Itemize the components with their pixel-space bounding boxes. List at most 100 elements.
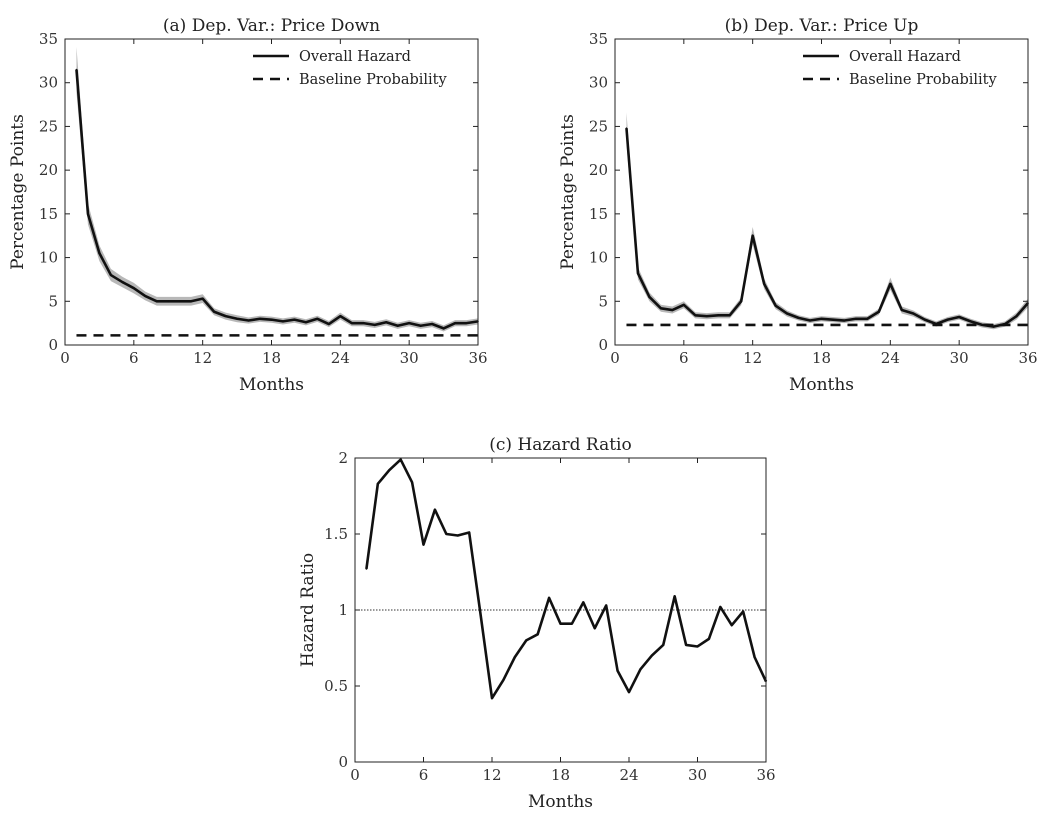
data-point: [422, 543, 425, 546]
y-tick-label: 0.5: [324, 677, 348, 695]
data-point: [637, 272, 639, 275]
y-tick-label: 30: [39, 74, 58, 92]
y-tick-label: 20: [589, 161, 608, 179]
chart-c: 0 6 12 18 24 30 36 0 0.5 1 1.5 2 (c) Hazard Ratio Mon…: [298, 435, 776, 812]
data-point: [468, 531, 470, 534]
data-point: [408, 322, 410, 324]
legend: Overall Hazard Baseline Probability: [803, 49, 997, 88]
data-point: [786, 312, 788, 315]
data-point: [593, 627, 596, 630]
data-point: [365, 568, 368, 570]
data-point: [832, 318, 834, 321]
data-point: [673, 595, 676, 598]
x-tick-label: 24: [331, 349, 350, 367]
x-tick-label: 0: [350, 766, 360, 784]
data-point: [339, 315, 342, 317]
legend-label: Baseline Probability: [849, 72, 997, 88]
data-point: [969, 320, 972, 323]
data-point: [809, 319, 811, 322]
data-point: [144, 295, 147, 297]
series-line: [75, 69, 479, 330]
y-tick-label: 0: [338, 753, 348, 771]
data-point: [411, 481, 413, 484]
data-point: [753, 656, 756, 658]
data-point: [628, 691, 630, 693]
data-point: [662, 644, 665, 646]
y-axis-label: Percentage Points: [8, 114, 28, 270]
data-point: [445, 533, 448, 535]
data-point: [625, 127, 628, 129]
data-point: [660, 307, 662, 310]
data-point: [502, 679, 505, 681]
data-point: [536, 633, 539, 636]
y-tick-label: 2: [338, 449, 348, 467]
x-tick-label: 36: [468, 349, 487, 367]
data-point: [981, 324, 983, 326]
data-point: [178, 300, 181, 303]
data-point: [866, 317, 869, 320]
data-point: [259, 317, 261, 320]
data-point: [491, 697, 493, 699]
data-point: [396, 324, 399, 327]
x-tick-label: 36: [1018, 349, 1037, 367]
x-tick-label: 0: [610, 349, 620, 367]
data-point: [878, 310, 880, 313]
data-point: [419, 324, 422, 327]
data-point: [958, 316, 960, 318]
data-point: [740, 300, 742, 303]
legend-label: Overall Hazard: [299, 49, 411, 65]
data-point: [385, 321, 388, 324]
data-point: [820, 317, 823, 320]
legend: Overall Hazard Baseline Probability: [253, 49, 447, 88]
y-tick-label: 20: [39, 161, 58, 179]
y-tick-label: 10: [589, 249, 608, 267]
data-point: [742, 610, 744, 613]
data-point: [1015, 315, 1018, 317]
data-point: [270, 318, 273, 321]
data-point: [293, 318, 296, 321]
data-point: [571, 622, 573, 625]
data-point: [328, 323, 330, 325]
data-point: [431, 323, 433, 325]
x-axis-label: Months: [528, 792, 593, 812]
data-point: [559, 622, 562, 625]
y-tick-label: 5: [598, 292, 608, 310]
series-0: [365, 458, 768, 700]
data-point: [912, 312, 915, 315]
data-point: [843, 319, 846, 322]
series-overall-hazard: [625, 112, 1029, 330]
chart-title: (b) Dep. Var.: Price Up: [725, 16, 919, 36]
chart-title: (a) Dep. Var.: Price Down: [163, 16, 380, 36]
y-tick-label: 30: [589, 74, 608, 92]
y-tick-label: 1.5: [324, 525, 348, 543]
data-point: [362, 322, 365, 324]
data-point: [901, 309, 903, 311]
data-point: [889, 283, 892, 285]
data-point: [639, 668, 642, 671]
data-point: [651, 654, 653, 657]
data-point: [717, 314, 720, 317]
data-point: [213, 310, 215, 313]
x-tick-label: 6: [679, 349, 689, 367]
data-point: [434, 508, 436, 511]
data-point: [456, 534, 459, 537]
data-point: [648, 296, 651, 298]
data-point: [797, 317, 800, 319]
x-tick-label: 30: [950, 349, 969, 367]
y-tick-label: 0: [48, 336, 58, 354]
data-point: [855, 317, 857, 320]
data-point: [685, 644, 687, 646]
data-point: [671, 309, 674, 311]
x-tick-label: 24: [881, 349, 900, 367]
data-point: [763, 283, 765, 285]
data-point: [75, 68, 78, 71]
x-tick-label: 18: [551, 766, 570, 784]
x-tick-label: 12: [193, 349, 212, 367]
data-point: [373, 324, 376, 326]
x-tick-label: 12: [743, 349, 762, 367]
data-point: [694, 314, 697, 317]
chart-title: (c) Hazard Ratio: [489, 435, 631, 455]
data-point: [923, 318, 926, 321]
y-tick-label: 35: [39, 30, 58, 48]
